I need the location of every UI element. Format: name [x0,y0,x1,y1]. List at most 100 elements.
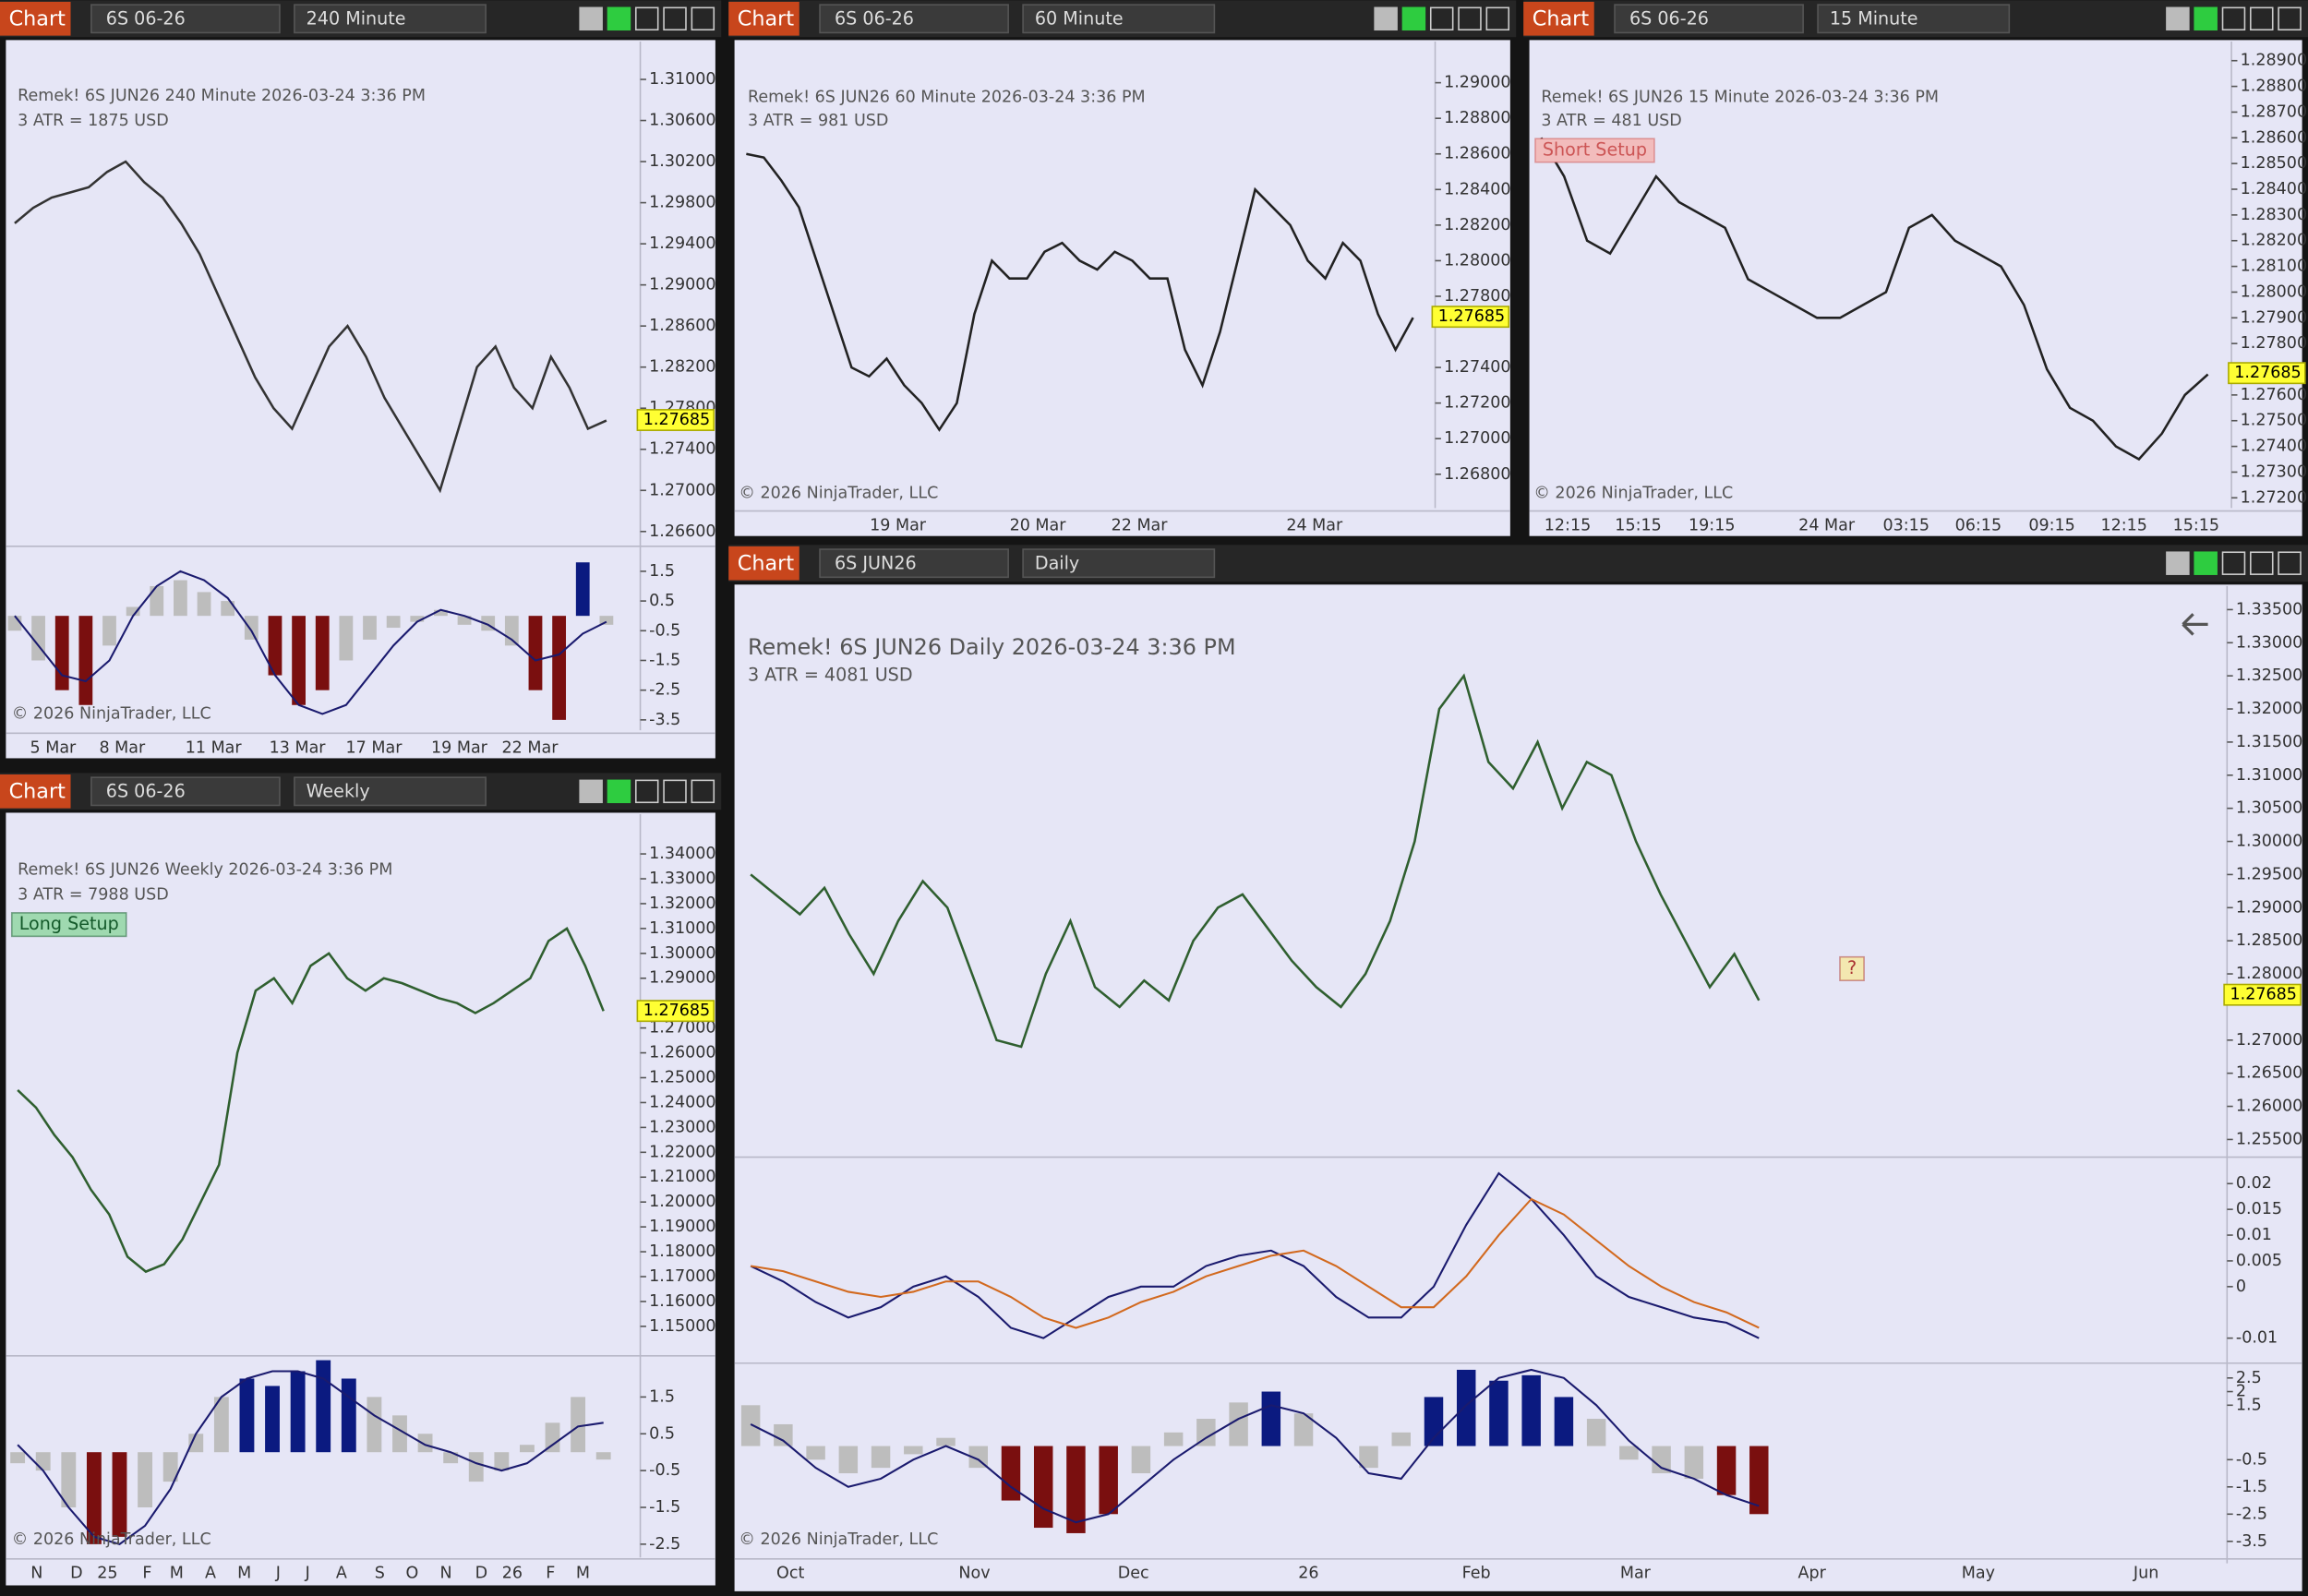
window-button[interactable] [2250,6,2274,31]
histogram-bar [239,1378,255,1453]
setup-badge-label: Long Setup [19,913,119,934]
window-button[interactable] [2250,551,2274,575]
histogram-bar [292,616,306,705]
osc-tick-label: 0.01 [2236,1226,2272,1244]
histogram-bar [871,1446,891,1469]
instrument-dropdown[interactable] [90,776,281,807]
interval-dropdown[interactable] [1022,4,1216,34]
time-label: Feb [1462,1565,1491,1583]
histogram-bar [1359,1446,1378,1469]
window-button[interactable] [1458,6,1482,31]
price-tick-label: 1.34000 [649,845,715,863]
instrument-label: 6S 06-26 [1629,8,1709,30]
time-label: D [70,1565,83,1583]
price-tick-label: 1.30500 [2236,799,2302,818]
window-button[interactable] [1485,6,1510,31]
instrument-dropdown[interactable] [819,4,1009,34]
chart-info: Remek! 6S JUN26 60 Minute 2026-03-24 3:3… [748,89,1146,107]
price-tick-label: 1.27200 [1444,394,1510,413]
histogram-bar [244,616,258,640]
chart-tab[interactable] [728,546,799,581]
histogram-bar [1716,1446,1737,1495]
time-label: Jun [2133,1565,2158,1583]
window-button[interactable] [691,779,715,804]
price-tick-label: 1.27800 [1444,287,1510,306]
window-button[interactable] [2166,551,2190,575]
back-arrow[interactable] [2182,613,2208,636]
interval-dropdown[interactable] [1022,548,1216,579]
price-tick-label: 1.26000 [649,1044,715,1062]
time-label: 8 Mar [99,738,146,757]
window-button[interactable] [1401,6,1426,31]
window-button[interactable] [1429,6,1454,31]
histogram-bar [386,616,401,629]
window-button[interactable] [2278,551,2302,575]
price-tick-label: 1.28400 [1444,180,1510,198]
interval-dropdown[interactable] [294,776,487,807]
window-button[interactable] [2194,551,2218,575]
osc-tick-label: 1.5 [649,1387,675,1406]
window-button[interactable] [634,779,659,804]
chart-tab[interactable] [0,1,71,36]
osc-line [14,570,607,715]
interval-dropdown[interactable] [1817,4,2011,34]
copyright: © 2026 NinjaTrader, LLC [739,1530,938,1549]
window-button[interactable] [663,6,687,31]
price-tick-label: 1.31000 [649,70,715,89]
time-label: J [275,1565,281,1583]
price-tick-label: 1.28700 [2241,102,2307,121]
chart-tab[interactable] [728,1,799,36]
histogram-bar [1099,1446,1118,1515]
instrument-dropdown[interactable] [90,4,281,34]
chart-tab-label: Chart [9,7,66,31]
histogram-bar [316,1360,331,1453]
instrument-label: 6S 06-26 [106,781,186,802]
window-button[interactable] [579,6,603,31]
time-label: Mar [1620,1565,1652,1583]
copyright: © 2026 NinjaTrader, LLC [739,484,938,502]
window-button[interactable] [579,779,603,804]
price-tick-label: 1.28200 [649,358,715,377]
time-label: 24 Mar [1286,517,1343,535]
time-label: 26 [1298,1565,1318,1583]
time-label: Apr [1798,1565,1827,1583]
price-tick-label: 1.28200 [2241,232,2307,250]
chart-info: 3 ATR = 1875 USD [18,112,169,130]
window-button[interactable] [1374,6,1398,31]
histogram-bar [339,616,354,661]
histogram-bar [1391,1432,1411,1446]
setup-badge [10,912,127,938]
time-label: 15:15 [2173,517,2219,535]
window-button[interactable] [691,6,715,31]
osc-line [750,1171,1760,1339]
interval-dropdown[interactable] [294,4,487,34]
setup-badge-label: ? [1847,957,1857,978]
price-line [17,927,605,1274]
histogram-bar [290,1371,306,1453]
window-button[interactable] [2221,551,2246,575]
window-button[interactable] [663,779,687,804]
window-button[interactable] [634,6,659,31]
time-label: 17 Mar [346,738,403,757]
window-button[interactable] [2166,6,2190,31]
instrument-dropdown[interactable] [1614,4,1804,34]
price-tick-label: 1.29000 [2236,898,2302,917]
osc-tick-label: 0.005 [2236,1252,2282,1270]
window-button[interactable] [2221,6,2246,31]
window-button[interactable] [607,6,631,31]
time-label: 15:15 [1615,517,1661,535]
window-button[interactable] [2278,6,2302,31]
chart-tab[interactable] [0,774,71,809]
instrument-dropdown[interactable] [819,548,1009,579]
price-tick-label: 1.26000 [2236,1098,2302,1116]
price-tick-label: 1.21000 [649,1168,715,1186]
window-button[interactable] [2194,6,2218,31]
window-button[interactable] [607,779,631,804]
histogram-bar [1489,1380,1509,1446]
copyright: © 2026 NinjaTrader, LLC [1533,484,1733,502]
price-tick-label: 1.17000 [649,1267,715,1286]
price-tick-label: 1.27400 [649,440,715,459]
price-line [746,152,1414,432]
price-tick-label: 1.15000 [649,1317,715,1336]
chart-tab[interactable] [1523,1,1594,36]
